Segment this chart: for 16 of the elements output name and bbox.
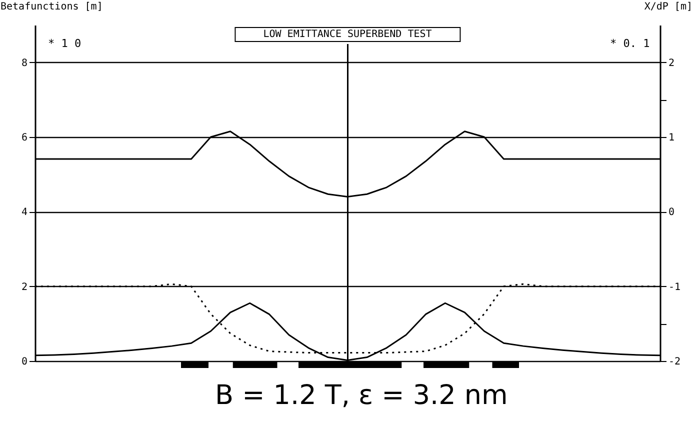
annotation: * 0. 1 [610, 37, 650, 50]
y-tick-label: 8 [21, 58, 28, 69]
y2-tick-label: 0 [668, 207, 675, 218]
annotation: * 1 0 [48, 37, 82, 50]
y-axis-title: Betafunctions [m] [0, 2, 103, 12]
y2-tick-label: 2 [668, 58, 675, 69]
y2-tick-label: -1 [668, 282, 681, 293]
y2-tick-label: -2 [668, 356, 681, 368]
y-tick-label: 6 [21, 132, 28, 144]
y-tick-label: 4 [21, 207, 28, 218]
y2-tick-label: 1 [668, 132, 675, 144]
y-tick-label: 0 [21, 356, 28, 368]
chart-title: LOW EMITTANCE SUPERBEND TEST [234, 27, 461, 42]
text: B = 1.2 T, ε = 3.2 nm [215, 380, 508, 411]
y2-axis-title: X/dP [m] [644, 2, 692, 12]
y-tick-label: 2 [21, 282, 28, 293]
